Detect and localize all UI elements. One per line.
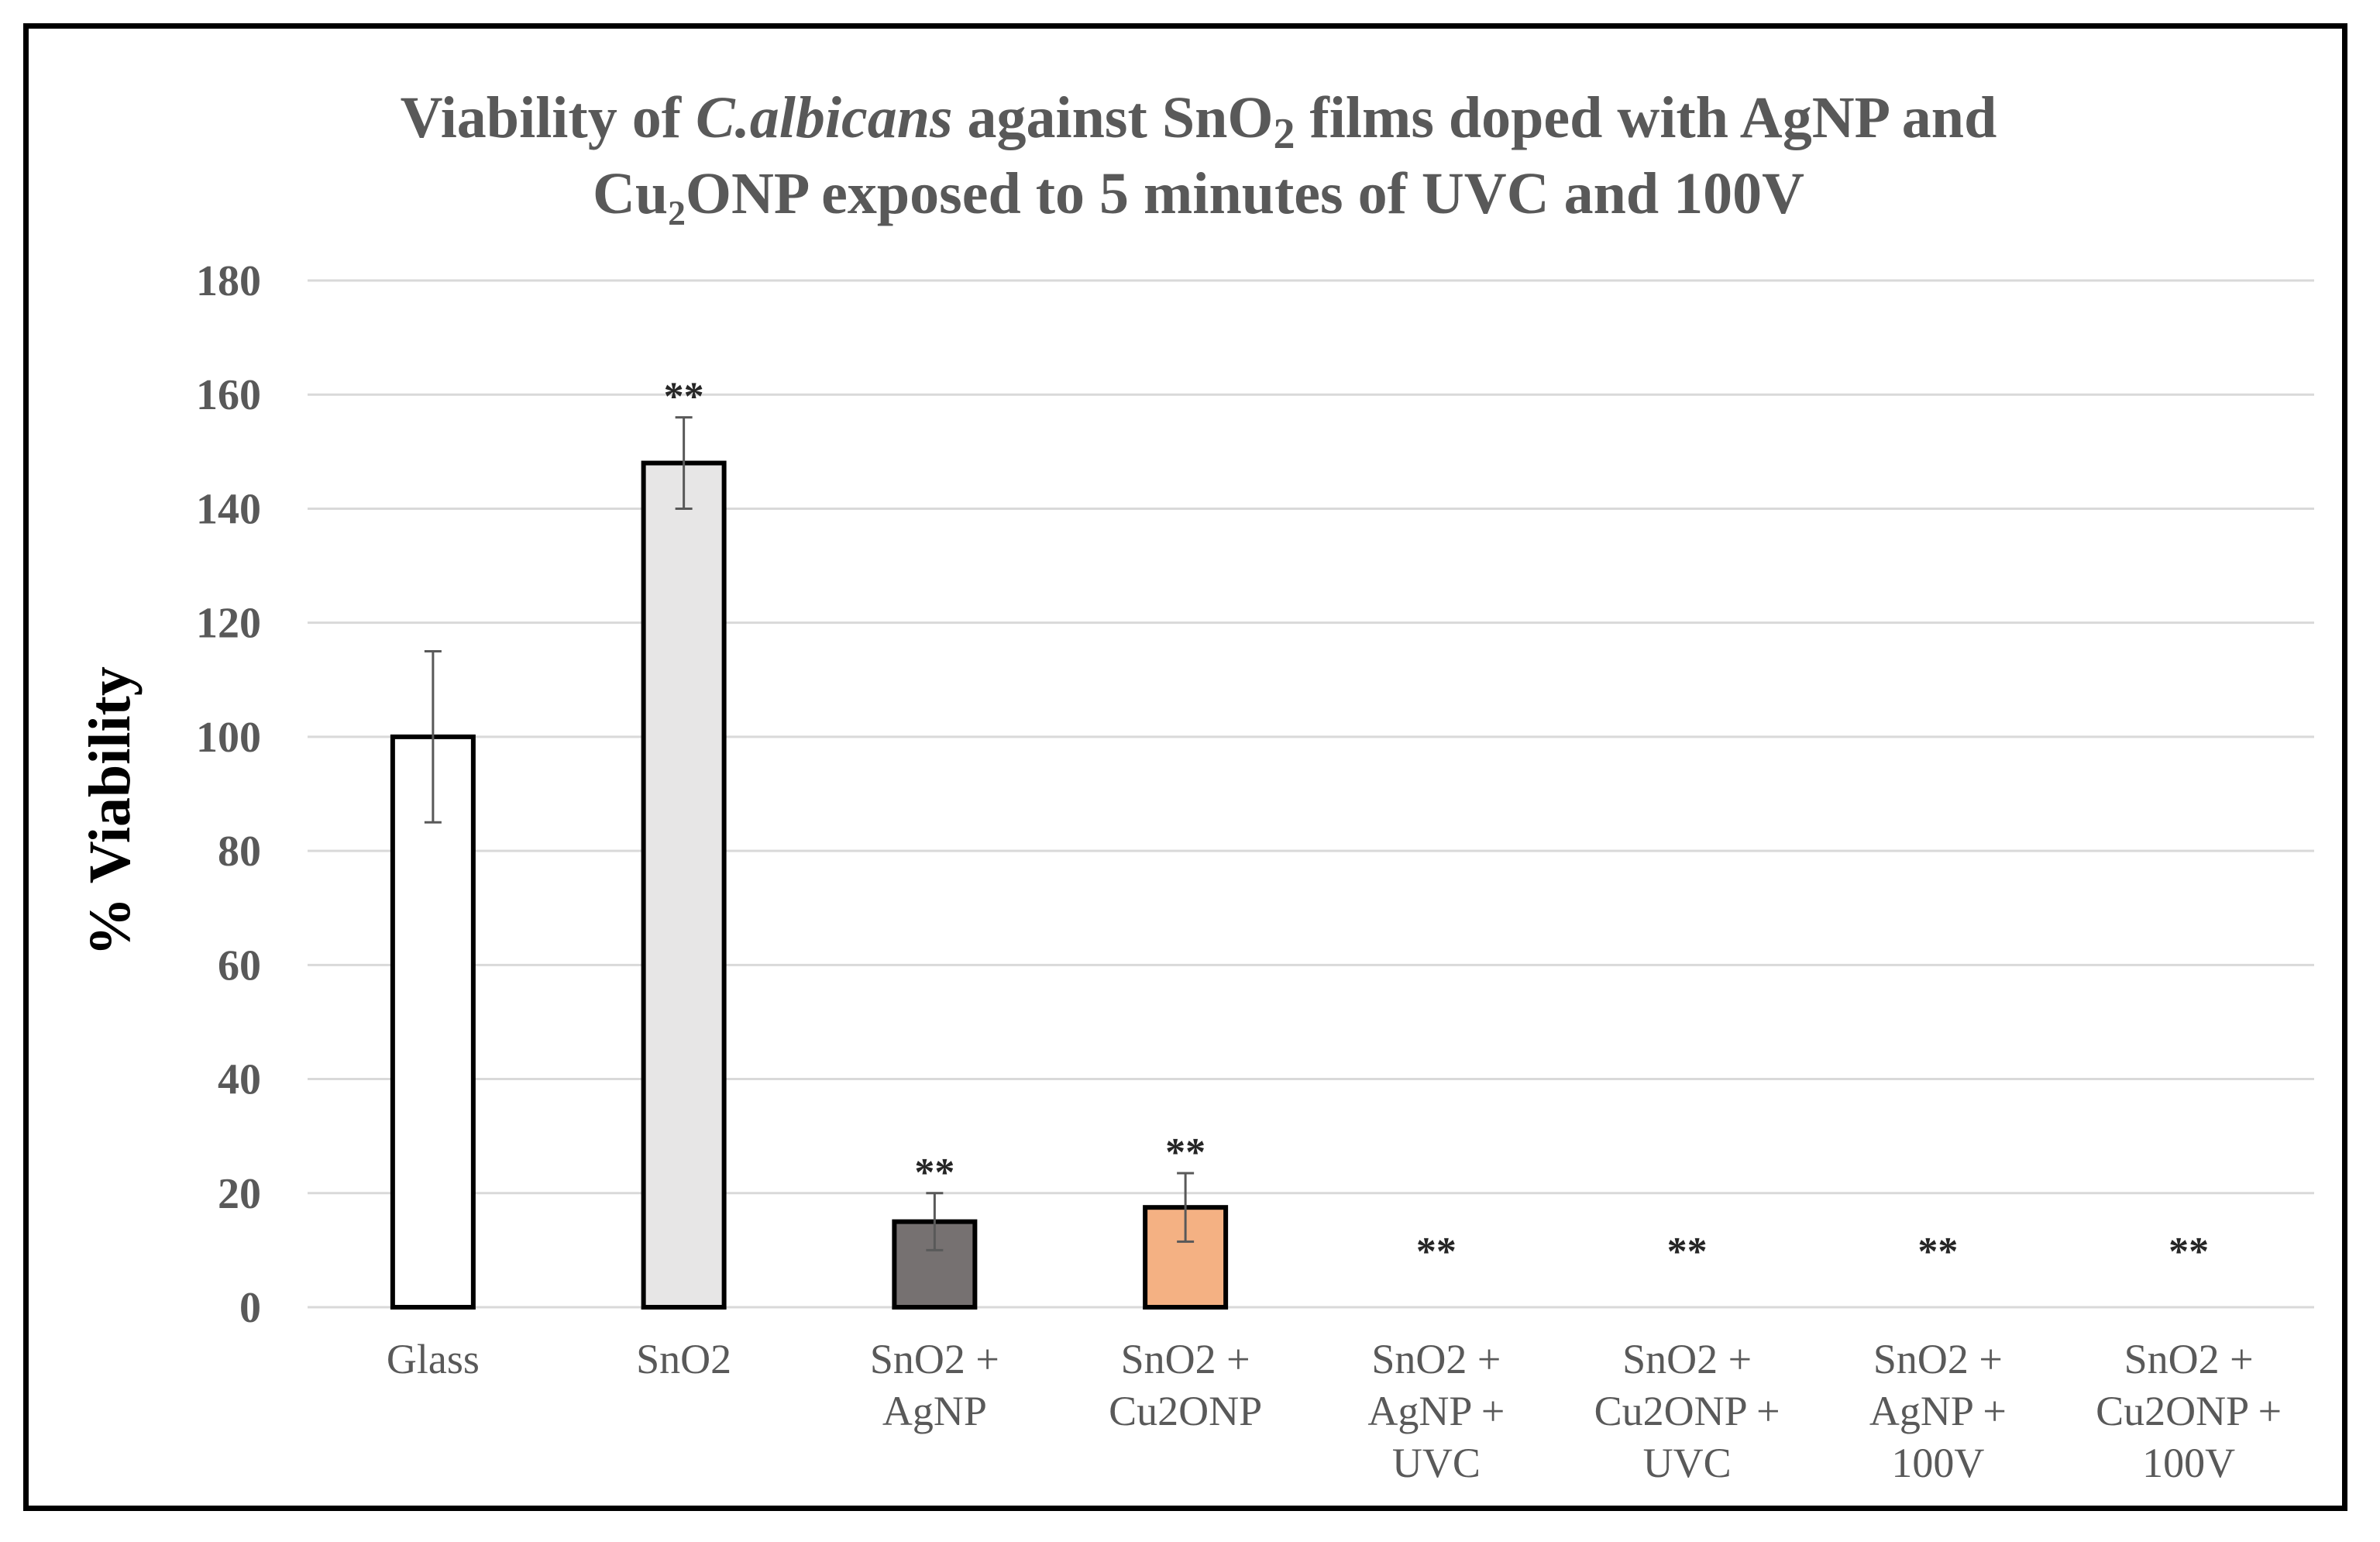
significance-marker: ** xyxy=(664,375,704,419)
y-axis-label: % Viability xyxy=(77,666,143,956)
gridlines xyxy=(308,279,2314,1309)
x-category-line: SnO2 + xyxy=(1622,1336,1752,1382)
x-category-line: Cu2ONP + xyxy=(1594,1388,1780,1434)
y-axis-ticks: 0 20 40 60 80 100 120 140 160 180 xyxy=(196,257,261,1332)
title-segment: Viability of xyxy=(401,85,696,150)
significance-marker: ** xyxy=(914,1151,954,1195)
significance-marker: ** xyxy=(1165,1131,1205,1175)
x-category-line: SnO2 + xyxy=(2124,1336,2254,1382)
y-tick-label: 120 xyxy=(196,600,261,648)
x-category-label: SnO2 + AgNP + UVC xyxy=(1367,1336,1505,1486)
y-tick-label: 20 xyxy=(218,1170,261,1218)
chart-title-line1: Viability of C.albicans against SnO2 fil… xyxy=(401,85,1997,158)
significance-markers: ** ** ** ** ** ** ** xyxy=(664,375,2210,1274)
x-category-line: SnO2 + xyxy=(1121,1336,1250,1382)
error-bar xyxy=(1177,1172,1195,1243)
x-category-label: SnO2 + Cu2ONP + UVC xyxy=(1594,1336,1780,1486)
x-axis-categories: Glass SnO2 SnO2 + AgNP SnO2 + Cu2ONP SnO2 + AgN… xyxy=(387,1336,2282,1486)
x-category-line: AgNP + xyxy=(1367,1388,1505,1434)
y-tick-label: 180 xyxy=(196,257,261,305)
x-category-line: AgNP + xyxy=(1869,1388,2007,1434)
title-segment: films doped with AgNP and xyxy=(1295,85,1997,150)
error-bar xyxy=(675,416,693,510)
y-tick-label: 0 xyxy=(239,1284,261,1332)
y-tick-label: 140 xyxy=(196,485,261,533)
x-category-line: 100V xyxy=(1891,1440,1984,1486)
significance-marker: ** xyxy=(1917,1230,1958,1274)
x-category-line: Cu2ONP xyxy=(1109,1388,1262,1434)
x-category-label: Glass xyxy=(387,1336,480,1382)
significance-marker: ** xyxy=(1416,1230,1457,1274)
bar xyxy=(641,460,727,1310)
chart-frame: Viability of C.albicans against SnO2 fil… xyxy=(23,23,2347,1511)
x-category-line: UVC xyxy=(1643,1440,1732,1486)
significance-marker: ** xyxy=(2168,1230,2209,1274)
chart-title-line2: Cu₂ONP exposed to 5 minutes of UVC and 1… xyxy=(593,161,1804,226)
title-segment: against SnO xyxy=(953,85,1274,150)
y-tick-label: 40 xyxy=(218,1056,261,1104)
error-bar xyxy=(424,649,442,824)
x-category-line: Glass xyxy=(387,1336,480,1382)
x-category-line: 100V xyxy=(2142,1440,2235,1486)
x-category-line: SnO2 + xyxy=(870,1336,999,1382)
x-category-line: SnO2 xyxy=(636,1336,731,1382)
x-category-label: SnO2 + AgNP xyxy=(870,1336,999,1434)
x-category-label: SnO2 + AgNP + 100V xyxy=(1869,1336,2007,1486)
y-tick-label: 80 xyxy=(218,828,261,876)
x-category-line: Cu2ONP + xyxy=(2096,1388,2282,1434)
x-category-line: SnO2 + xyxy=(1873,1336,2003,1382)
title-segment: C.albicans xyxy=(696,85,953,150)
x-category-label: SnO2 xyxy=(636,1336,731,1382)
y-tick-label: 60 xyxy=(218,941,261,990)
title-segment: 2 xyxy=(1273,110,1295,158)
x-category-line: SnO2 + xyxy=(1371,1336,1501,1382)
x-category-label: SnO2 + Cu2ONP + 100V xyxy=(2096,1336,2282,1486)
bar-chart: Viability of C.albicans against SnO2 fil… xyxy=(77,85,2314,1486)
y-tick-label: 160 xyxy=(196,371,261,419)
error-bars xyxy=(424,416,1195,1251)
error-bar xyxy=(926,1192,944,1251)
x-category-line: UVC xyxy=(1392,1440,1481,1486)
bars xyxy=(390,460,1229,1310)
y-tick-label: 100 xyxy=(196,714,261,762)
bar xyxy=(1143,1205,1229,1310)
x-category-line: AgNP xyxy=(882,1388,987,1434)
x-category-label: SnO2 + Cu2ONP xyxy=(1109,1336,1262,1434)
significance-marker: ** xyxy=(1667,1230,1708,1274)
